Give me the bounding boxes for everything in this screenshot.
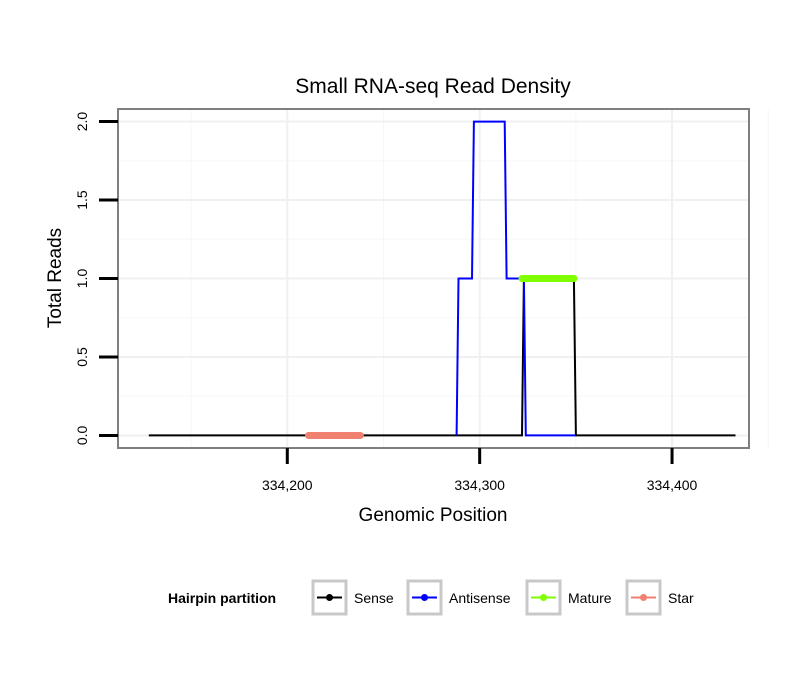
legend-title: Hairpin partition — [168, 590, 276, 606]
legend-label: Star — [668, 590, 694, 606]
legend-item-star: Star — [625, 579, 694, 616]
legend-key-dot — [421, 594, 428, 601]
x-axis-label: Genomic Position — [359, 505, 508, 526]
legend-item-mature: Mature — [525, 579, 612, 616]
series-line-antisense — [455, 120, 576, 437]
legend-item-sense: Sense — [311, 579, 394, 616]
plot-area: 334,200 334,300 334,400 0.0 0.5 1.0 1.5 2.0 — [74, 108, 769, 493]
y-tick-label: 0.5 — [74, 347, 90, 367]
legend-label: Sense — [354, 590, 394, 606]
legend-key-dot — [326, 594, 333, 601]
x-tick-label: 334,400 — [647, 477, 698, 493]
legend-key — [525, 579, 562, 616]
y-tick-label: 1.5 — [74, 190, 90, 210]
legend-label: Mature — [568, 590, 612, 606]
y-tick-label: 0.0 — [74, 426, 90, 446]
y-axis-label: Total Reads — [45, 228, 66, 328]
y-tick-label: 1.0 — [74, 269, 90, 289]
legend: Hairpin partition Sense Antisense Mature St… — [168, 579, 694, 616]
legend-key-dot — [540, 594, 547, 601]
legend-item-antisense: Antisense — [406, 579, 511, 616]
y-tick-label: 2.0 — [74, 112, 90, 132]
x-tick-label: 334,200 — [262, 477, 313, 493]
x-tick-label: 334,300 — [454, 477, 505, 493]
legend-label: Antisense — [449, 590, 511, 606]
chart-title: Small RNA-seq Read Density — [295, 75, 571, 98]
legend-key-dot — [640, 594, 647, 601]
